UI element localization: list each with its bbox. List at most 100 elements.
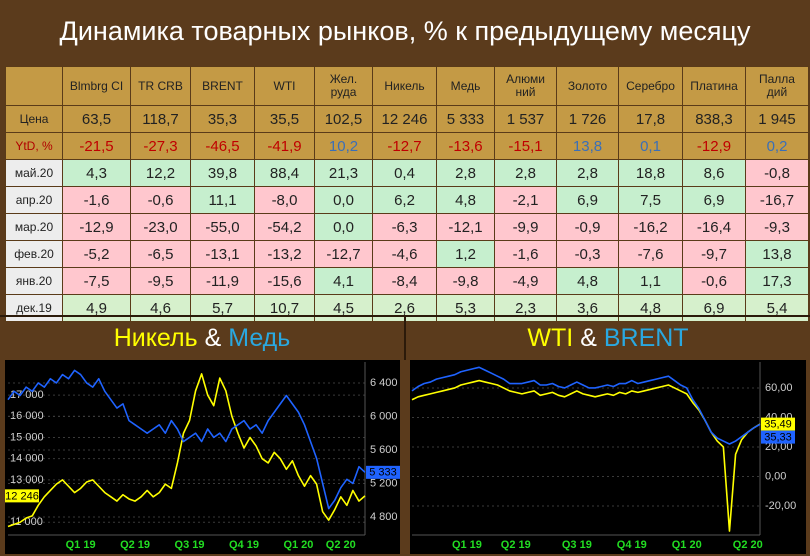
y-tick-label: 5 600: [370, 444, 398, 456]
table-cell: -46,5: [190, 132, 255, 160]
table-cell: 4,5: [314, 294, 373, 322]
table-cell: -8,0: [254, 186, 315, 214]
table-cell: 0,4: [372, 159, 437, 187]
table-cell: -55,0: [190, 213, 255, 241]
table-cell: -21,5: [62, 132, 131, 160]
table-cell: 13,8: [556, 132, 619, 160]
row-label: YtD, %: [5, 132, 63, 160]
x-tick-label: Q1 20: [672, 539, 702, 551]
table-cell: 4,6: [130, 294, 191, 322]
table-cell: 1 945: [745, 105, 809, 133]
table-row: YtD, % -21,5 -27,3 -46,5 -41,9 10,2 -12,7 -13,6…: [5, 132, 809, 160]
table-cell: 1,2: [436, 240, 495, 268]
table-cell: -13,2: [254, 240, 315, 268]
y-tick-label: 17 000: [10, 389, 44, 401]
y-tick-label: 16 000: [10, 410, 44, 422]
table-cell: 5,3: [436, 294, 495, 322]
table-cell: -7,5: [62, 267, 131, 295]
table-cell: -0,3: [556, 240, 619, 268]
title-part: WTI: [527, 324, 574, 352]
table-cell: 10,7: [254, 294, 315, 322]
corner-cell: [5, 66, 63, 106]
table-cell: -0,8: [745, 159, 809, 187]
table-cell: -7,6: [618, 240, 683, 268]
table-row: апр.20 -1,6 -0,6 11,1 -8,0 0,0 6,2 4,8 -2,1 6,9 7,…: [5, 186, 809, 214]
table-cell: -16,2: [618, 213, 683, 241]
table-cell: 4,1: [314, 267, 373, 295]
table-cell: 63,5: [62, 105, 131, 133]
column-header: Платина: [682, 66, 746, 106]
table-cell: -54,2: [254, 213, 315, 241]
table-cell: -5,2: [62, 240, 131, 268]
y-tick-label: -20,00: [765, 500, 796, 512]
title-part: BRENT: [603, 324, 689, 352]
table-cell: -16,7: [745, 186, 809, 214]
table-cell: 0,2: [745, 132, 809, 160]
y-tick-label: 13 000: [10, 474, 44, 486]
x-tick-label: Q4 19: [229, 539, 259, 551]
chart-title: WTI & BRENT: [406, 316, 810, 360]
y-tick-label: 4 800: [370, 511, 398, 523]
y-tick-label: 11 000: [10, 516, 43, 528]
table-cell: 39,8: [190, 159, 255, 187]
title-part: &: [580, 324, 597, 352]
series-line: [7, 369, 366, 510]
row-label: фев.20: [5, 240, 63, 268]
x-tick-label: Q1 19: [452, 539, 482, 551]
table-cell: 0,0: [314, 186, 373, 214]
end-label-box: [761, 430, 795, 444]
table-cell: -12,1: [436, 213, 495, 241]
end-label-box: [5, 489, 39, 503]
x-tick-label: Q1 20: [283, 539, 313, 551]
table-cell: 6,9: [556, 186, 619, 214]
column-header: Серебро: [618, 66, 683, 106]
y-tick-label: 5 200: [370, 477, 398, 489]
table-cell: 838,3: [682, 105, 746, 133]
end-label-box: [366, 465, 400, 479]
table-cell: 17,8: [618, 105, 683, 133]
table-cell: -8,4: [372, 267, 437, 295]
table-row: фев.20 -5,2 -6,5 -13,1 -13,2 -12,7 -4,6 1,2 -1,6…: [5, 240, 809, 268]
table-cell: -12,9: [62, 213, 131, 241]
series-line: [7, 373, 366, 528]
header-row: Blmbrg CI TR CRB BRENT WTI Жел. руда Никель Ме…: [5, 66, 809, 106]
table-cell: 12 246: [372, 105, 437, 133]
table-cell: -0,9: [556, 213, 619, 241]
title-part: Медь: [228, 324, 291, 352]
x-tick-label: Q2 19: [120, 539, 150, 551]
row-label: май.20: [5, 159, 63, 187]
table-cell: 102,5: [314, 105, 373, 133]
table-cell: 2,8: [494, 159, 557, 187]
table-cell: 1 726: [556, 105, 619, 133]
market-table: Blmbrg CI TR CRB BRENT WTI Жел. руда Никель Ме…: [5, 66, 809, 322]
series-line: [411, 379, 761, 532]
table-cell: 13,8: [745, 240, 809, 268]
table-cell: 88,4: [254, 159, 315, 187]
table-cell: 4,8: [618, 294, 683, 322]
table-cell: -4,6: [372, 240, 437, 268]
column-header: WTI: [254, 66, 315, 106]
column-header: Blmbrg CI: [62, 66, 131, 106]
y-tick-label: 15 000: [10, 431, 44, 443]
table-cell: 0,0: [314, 213, 373, 241]
table-cell: -12,7: [372, 132, 437, 160]
table-cell: -9,8: [436, 267, 495, 295]
table-cell: -9,5: [130, 267, 191, 295]
table-cell: 1,1: [618, 267, 683, 295]
table-cell: 21,3: [314, 159, 373, 187]
chart-panel: 11 000 13 000 14 000 15 000 16 000 17 000 4 80…: [5, 360, 400, 554]
table-row: Цена 63,5 118,7 35,3 35,5 102,5 12 246 5 333 1 5…: [5, 105, 809, 133]
title-part: &: [204, 324, 222, 352]
table-cell: -6,3: [372, 213, 437, 241]
table-cell: -15,6: [254, 267, 315, 295]
table-cell: 4,8: [556, 267, 619, 295]
table-cell: -4,9: [494, 267, 557, 295]
chart: 11 000 13 000 14 000 15 000 16 000 17 000 4 80…: [5, 362, 400, 551]
table-cell: 4,8: [436, 186, 495, 214]
title-part: Никель: [113, 324, 198, 352]
table-cell: -9,9: [494, 213, 557, 241]
table-cell: 5 333: [436, 105, 495, 133]
table-cell: 12,2: [130, 159, 191, 187]
table-cell: -13,1: [190, 240, 255, 268]
